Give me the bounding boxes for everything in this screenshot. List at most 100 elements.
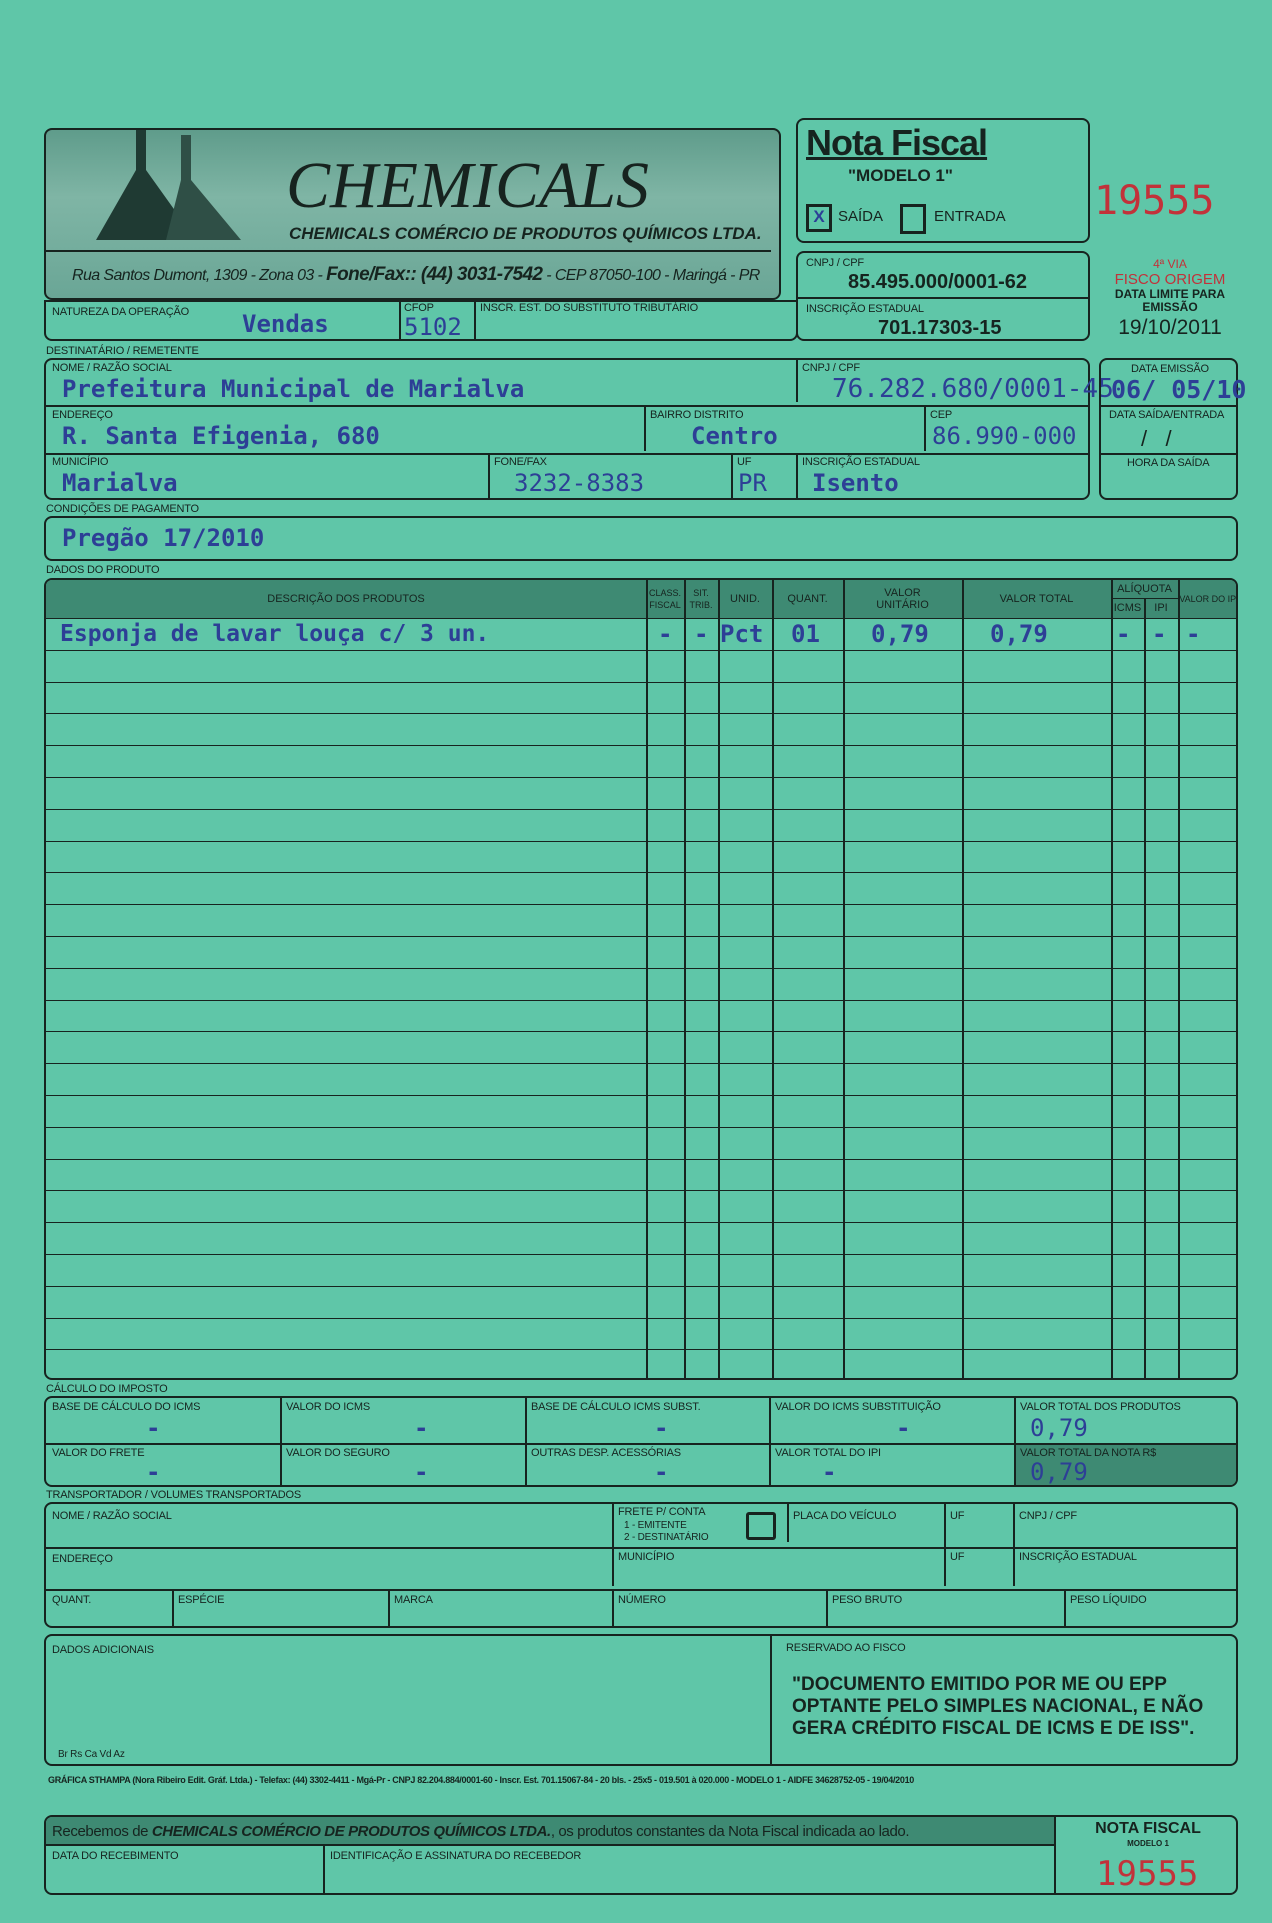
col-quant: QUANT. xyxy=(787,593,828,605)
total-prod-value: 0,79 xyxy=(1030,1414,1088,1442)
natureza-value: Vendas xyxy=(242,310,329,338)
saida-date: / / xyxy=(1141,426,1172,451)
table-row-line xyxy=(46,936,1236,937)
dates-box: DATA EMISSÃO 06/ 05/10 DATA SAÍDA/ENTRAD… xyxy=(1099,358,1246,500)
table-row-line xyxy=(46,999,1236,1001)
product-quant: 01 xyxy=(791,620,820,648)
col-unit: VALOR UNITÁRIO xyxy=(876,587,929,611)
nota-fiscal-header: Nota Fiscal "MODELO 1" X SAÍDA ENTRADA xyxy=(796,118,1090,243)
tax-box: BASE DE CÁLCULO DO ICMS - VALOR DO ICMS … xyxy=(44,1396,1238,1487)
receipt-text: Recebemos de CHEMICALS COMÉRCIO DE PRODU… xyxy=(52,1823,910,1840)
table-row-line xyxy=(46,1190,1236,1192)
product-icms: - xyxy=(1116,620,1131,648)
recipient-ie: Isento xyxy=(812,469,899,497)
product-desc: Esponja de lavar louça c/ 3 un. xyxy=(60,621,490,647)
company-logo-panel: CHEMICALS CHEMICALS COMÉRCIO DE PRODUTOS… xyxy=(44,128,781,300)
numero-label: NÚMERO xyxy=(618,1594,666,1606)
phone-label: FONE/FAX xyxy=(494,456,547,468)
table-row-line xyxy=(46,872,1236,874)
saida-date-label: DATA SAÍDA/ENTRADA xyxy=(1109,409,1225,421)
seguro-value: - xyxy=(414,1458,429,1486)
table-row-line xyxy=(46,1317,1236,1319)
products-section-label: DADOS DO PRODUTO xyxy=(46,564,160,576)
column-divider xyxy=(843,580,845,1378)
products-table: DESCRIÇÃO DOS PRODUTOS CLASS. FISCAL SIT… xyxy=(44,578,1238,1380)
natureza-label: NATUREZA DA OPERAÇÃO xyxy=(52,306,189,318)
table-row-line xyxy=(46,1031,1236,1033)
ie-label: INSCRIÇÃO ESTADUAL xyxy=(806,303,924,315)
transport-section-label: TRANSPORTADOR / VOLUMES TRANSPORTADOS xyxy=(46,1489,302,1501)
receipt-nf-model: MODELO 1 xyxy=(1127,1839,1169,1848)
frete-checkbox[interactable] xyxy=(746,1512,776,1540)
product-unid: Pct xyxy=(720,620,764,648)
column-divider xyxy=(1178,580,1180,1378)
product-unit-value: 0,79 xyxy=(871,620,929,648)
subst-label: INSCR. EST. DO SUBSTITUTO TRIBUTÁRIO xyxy=(480,302,698,314)
frete-opt1: 1 - EMITENTE xyxy=(624,1520,687,1531)
especie-label: ESPÉCIE xyxy=(178,1594,225,1606)
column-divider xyxy=(1144,598,1146,1378)
ie-label: INSCRIÇÃO ESTADUAL xyxy=(802,456,920,468)
flask-logo-icon xyxy=(96,130,241,240)
icms-label: VALOR DO ICMS xyxy=(286,1401,370,1413)
col-desc: DESCRIÇÃO DOS PRODUTOS xyxy=(267,593,425,605)
frete-value: - xyxy=(146,1458,161,1486)
additional-label: DADOS ADICIONAIS xyxy=(52,1644,154,1656)
column-divider xyxy=(684,580,686,1378)
address-label: ENDEREÇO xyxy=(52,409,113,421)
col-sit: SIT. TRIB. xyxy=(689,588,713,610)
emissao-label: DATA EMISSÃO xyxy=(1131,363,1209,375)
emitter-cnpj: 85.495.000/0001-62 xyxy=(848,271,1028,293)
frete-conta-label: FRETE P/ CONTA xyxy=(618,1506,706,1518)
table-row-line xyxy=(46,1285,1236,1287)
outras-value: - xyxy=(654,1458,669,1486)
table-row-line xyxy=(46,745,1236,747)
peso-liquido-label: PESO LÍQUIDO xyxy=(1070,1594,1147,1606)
table-row-line xyxy=(46,649,1236,651)
base-icms-label: BASE DE CÁLCULO DO ICMS xyxy=(52,1401,201,1413)
recipient-uf: PR xyxy=(738,469,767,497)
col-class: CLASS. FISCAL xyxy=(648,588,681,610)
outras-label: OUTRAS DESP. ACESSÓRIAS xyxy=(531,1447,681,1459)
recipient-city: Marialva xyxy=(62,469,178,497)
column-divider xyxy=(1111,580,1113,1378)
transport-uf-label: UF xyxy=(950,1510,965,1522)
cnpj-label: CNPJ / CPF xyxy=(806,257,864,269)
company-address: Rua Santos Dumont, 1309 - Zona 03 - Fone… xyxy=(72,264,760,285)
entrada-checkbox[interactable] xyxy=(900,204,926,234)
seguro-label: VALOR DO SEGURO xyxy=(286,1447,390,1459)
table-row-line xyxy=(46,1158,1236,1160)
total-prod-label: VALOR TOTAL DOS PRODUTOS xyxy=(1020,1401,1181,1413)
column-divider xyxy=(962,580,964,1378)
ipi-total-value: - xyxy=(822,1458,837,1486)
company-name: CHEMICALS COMÉRCIO DE PRODUTOS QUÍMICOS … xyxy=(289,224,762,243)
icms-subst-label: VALOR DO ICMS SUBSTITUIÇÃO xyxy=(775,1401,941,1413)
frete-label: VALOR DO FRETE xyxy=(52,1447,145,1459)
receipt-stub: Recebemos de CHEMICALS COMÉRCIO DE PRODU… xyxy=(44,1815,1238,1895)
recipient-phone: 3232-8383 xyxy=(514,469,645,497)
additional-box: DADOS ADICIONAIS Br Rs Ca Vd Az RESERVAD… xyxy=(44,1634,1238,1766)
payment-box: Pregão 17/2010 xyxy=(44,516,1238,561)
entrada-label: ENTRADA xyxy=(934,208,1006,225)
payment-label: CONDIÇÕES DE PAGAMENTO xyxy=(46,503,199,515)
base-icms-value: - xyxy=(146,1414,161,1442)
table-row-line xyxy=(46,1349,1236,1351)
saida-checkbox[interactable]: X xyxy=(806,204,832,232)
recipient-name: Prefeitura Municipal de Marialva xyxy=(62,375,525,403)
col-ipi: IPI xyxy=(1154,602,1168,614)
placa-label: PLACA DO VEÍCULO xyxy=(793,1510,897,1522)
name-label: NOME / RAZÃO SOCIAL xyxy=(52,362,172,374)
table-row-line xyxy=(46,967,1236,969)
icms-subst-value: - xyxy=(896,1414,911,1442)
bairro-label: BAIRRO DISTRITO xyxy=(650,409,744,421)
product-total: 0,79 xyxy=(990,620,1048,648)
table-row-line xyxy=(46,1126,1236,1128)
city-label: MUNICÍPIO xyxy=(52,456,109,468)
cep-label: CEP xyxy=(930,409,953,421)
hora-label: HORA DA SAÍDA xyxy=(1127,457,1210,469)
table-row-line xyxy=(46,1254,1236,1255)
ipi-total-label: VALOR TOTAL DO IPI xyxy=(775,1447,881,1459)
product-valor-ipi: - xyxy=(1186,620,1201,648)
frete-opt2: 2 - DESTINATÁRIO xyxy=(624,1532,709,1543)
table-row-line xyxy=(46,1063,1236,1065)
